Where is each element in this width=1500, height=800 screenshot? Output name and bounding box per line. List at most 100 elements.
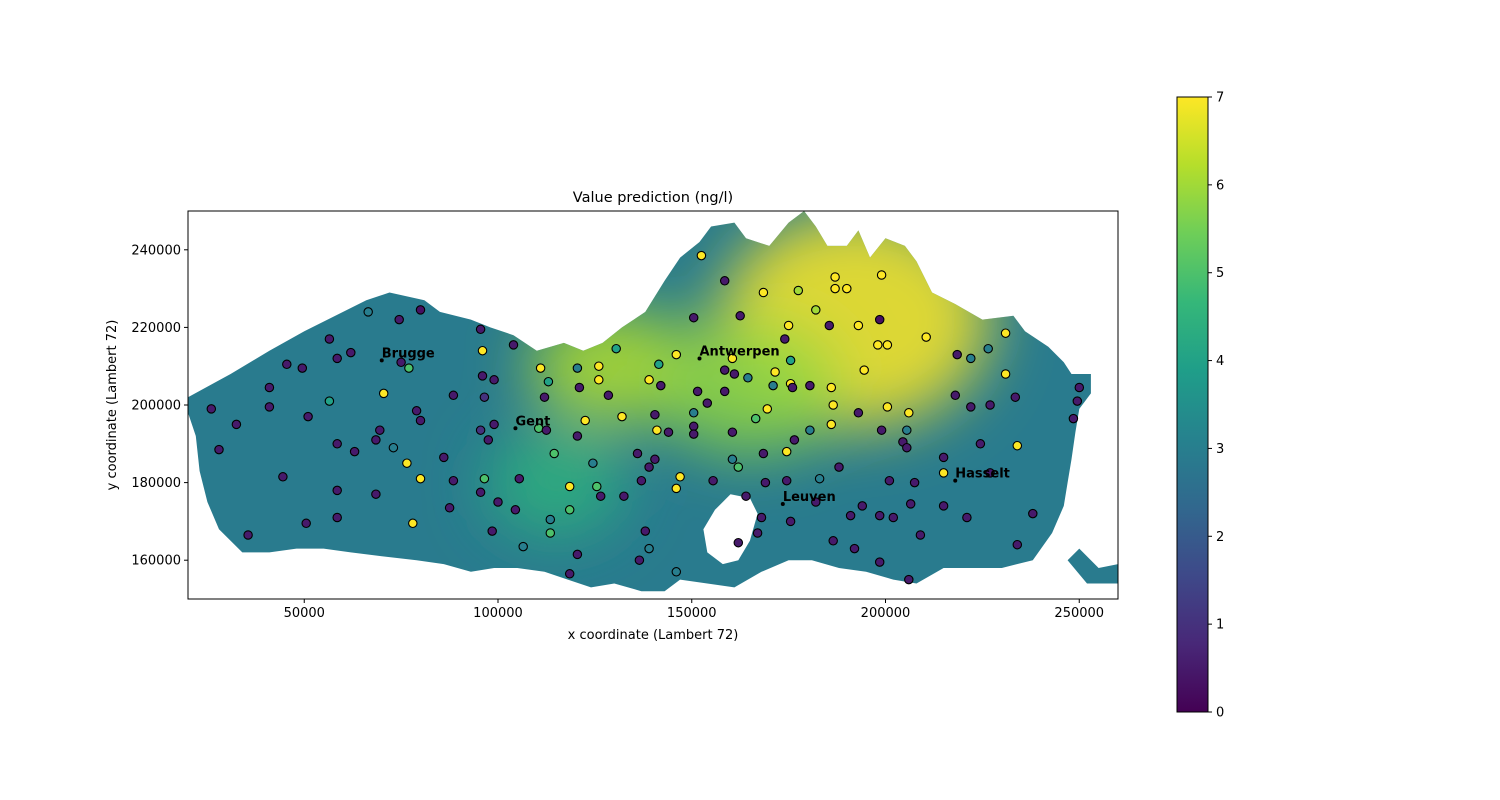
city-label: Hasselt [955,467,1010,482]
sample-point [785,355,796,366]
sample-point [1074,382,1085,393]
sample-point [632,448,643,459]
sample-point [394,314,404,325]
sample-point [811,305,821,315]
sample-point [656,380,666,391]
sample-point [415,473,426,484]
sample-point [477,345,488,356]
colorbar-tick-label: 0 [1216,706,1224,721]
sample-point [363,307,373,317]
sample-point [671,483,682,494]
sample-point [1068,413,1079,424]
prediction-hotspot [653,315,847,456]
y-tick-label: 220000 [131,321,181,336]
city-marker [697,356,702,361]
sample-point [448,390,459,401]
sample-points [206,250,1085,585]
sample-point [603,390,614,401]
sample-point [758,448,769,459]
sample-point [303,411,313,422]
sample-point [781,446,792,457]
colorbar-tick-label: 7 [1216,91,1224,106]
sample-point [688,312,699,323]
sample-point [404,363,414,373]
sample-point [634,555,645,565]
city-marker [780,501,785,506]
city-label: Brugge [382,346,435,361]
sample-point [952,349,962,360]
sample-point [787,382,798,393]
x-tick-label: 50000 [284,606,325,621]
colorbar-ticks: 0 1 2 3 4 5 6 7 [1208,91,1224,721]
sample-point [448,475,459,486]
sample-point [264,402,275,412]
sample-point [493,497,503,507]
sample-point [264,382,275,393]
sample-point [1012,539,1023,550]
sample-point [780,334,790,344]
sample-point [985,468,995,478]
colorbar-tick-label: 5 [1216,266,1224,281]
sample-point [444,503,455,513]
colorbar-tick-label: 3 [1216,442,1224,457]
sample-point [857,501,868,511]
sample-point [762,404,773,414]
sample-point [592,481,602,492]
sample-point [588,458,598,468]
x-tick-label: 150000 [667,606,717,621]
sample-point [733,537,744,548]
city-label: Gent [515,414,550,429]
sample-point [938,501,949,511]
sample-point [572,363,583,373]
sample-point [411,406,422,416]
sample-point [535,363,546,373]
sample-point [206,404,217,414]
city-marker [513,426,518,431]
x-tick-label: 200000 [861,606,911,621]
sample-point [793,285,804,296]
sample-point [518,541,528,552]
sample-point [876,425,887,435]
sample-point [785,516,796,527]
sample-point [640,526,651,536]
colorbar-gradient [1176,96,1209,713]
sample-point [545,528,556,538]
sample-point [688,429,699,439]
sample-point [735,311,745,321]
x-tick-label: 250000 [1054,606,1104,621]
sample-point [859,365,869,375]
sample-point [826,419,837,430]
sample-point [388,442,399,453]
sample-point [938,468,949,478]
sample-point [644,375,654,385]
sample-point [636,475,647,486]
sample-point [479,392,490,402]
sample-point [415,305,426,315]
x-tick-label: 100000 [473,606,523,621]
sample-point [402,458,412,468]
sample-point [905,499,916,509]
sample-point [415,415,426,426]
sample-point [611,343,621,354]
sample-point [874,557,885,567]
sample-point [938,452,949,463]
sample-point [650,409,660,420]
sample-point [708,475,718,486]
y-tick-label: 180000 [131,476,181,491]
sample-point [814,473,825,484]
sample-point [834,462,844,472]
sample-point [594,361,604,371]
colorbar-tick-label: 6 [1216,178,1224,193]
sample-point [332,485,342,496]
sample-point [297,363,308,373]
sample-point [564,505,575,515]
sample-point [966,353,976,364]
sample-point [663,427,674,437]
sample-point [768,380,778,391]
colorbar-tick-label: 4 [1216,354,1224,369]
sample-point [1072,396,1083,406]
y-tick-label: 160000 [131,554,181,569]
city-label: Antwerpen [700,344,780,359]
sample-point [278,472,288,482]
